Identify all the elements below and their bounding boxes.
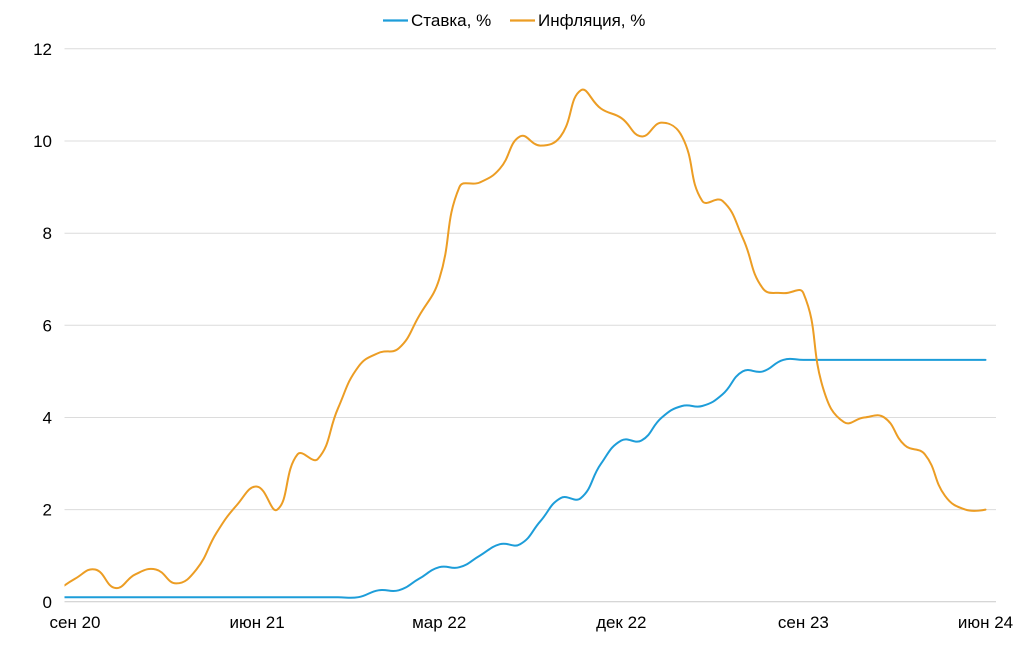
svg-text:июн 21: июн 21 xyxy=(229,613,284,632)
svg-text:дек 22: дек 22 xyxy=(596,613,646,632)
svg-text:6: 6 xyxy=(43,316,52,335)
svg-text:сен 20: сен 20 xyxy=(50,613,101,632)
svg-text:4: 4 xyxy=(43,409,52,428)
svg-text:сен 23: сен 23 xyxy=(778,613,829,632)
svg-text:Инфляция, %: Инфляция, % xyxy=(538,11,645,30)
svg-text:10: 10 xyxy=(33,132,52,151)
svg-text:2: 2 xyxy=(43,501,52,520)
svg-text:Ставка, %: Ставка, % xyxy=(411,11,491,30)
svg-text:0: 0 xyxy=(43,593,52,612)
svg-text:8: 8 xyxy=(43,224,52,243)
svg-text:мар 22: мар 22 xyxy=(412,613,466,632)
svg-text:12: 12 xyxy=(33,40,52,59)
svg-text:июн 24: июн 24 xyxy=(958,613,1013,632)
